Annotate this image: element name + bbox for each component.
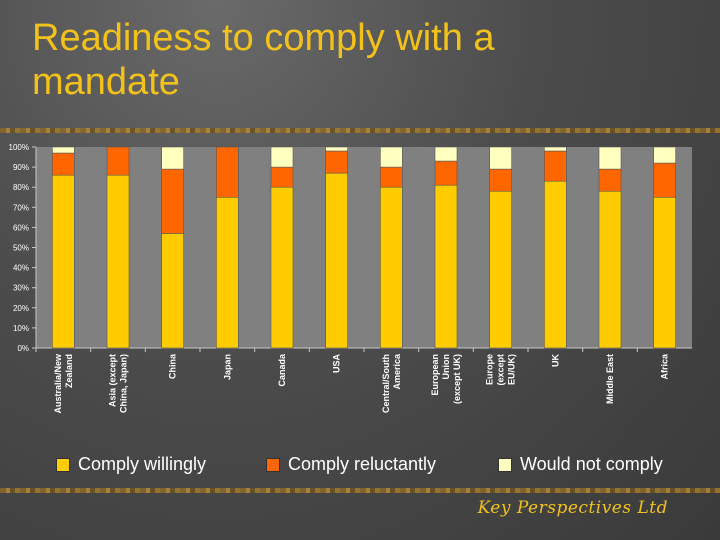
x-category-label: EuropeanUnion(except UK)	[430, 354, 462, 404]
x-category-label-line: (except	[496, 354, 506, 386]
y-tick-label: 100%	[9, 143, 29, 152]
bar-segment-comply-willingly	[52, 174, 75, 349]
x-category-label-line: (except UK)	[452, 354, 462, 404]
bar-segment-would-not-comply	[544, 146, 567, 152]
x-category-label-line: Europe	[485, 354, 495, 385]
x-category-label-line: Japan	[222, 354, 232, 380]
bar-segment-would-not-comply	[653, 146, 676, 164]
x-category-label: Central/SouthAmerica	[381, 353, 402, 413]
y-tick-label: 80%	[13, 183, 29, 192]
bar-segment-comply-willingly	[489, 190, 512, 349]
slide-title: Readiness to comply with a mandate	[32, 17, 495, 103]
x-category-label-line: Australia/New	[53, 353, 63, 414]
x-category-label: Middle East	[605, 354, 615, 404]
x-category-label: UK	[550, 354, 560, 367]
x-category-label-line: UK	[550, 354, 560, 367]
bar-segment-comply-willingly	[106, 174, 130, 349]
x-category-label-line: Middle East	[605, 354, 615, 404]
bar-segment-would-not-comply	[380, 146, 403, 168]
bar-segment-would-not-comply	[52, 146, 75, 154]
bar-segment-would-not-comply	[325, 146, 348, 152]
top-divider	[0, 128, 720, 133]
bar-segment-comply-reluctantly	[216, 146, 239, 198]
plot-background	[36, 147, 692, 348]
bar-segment-would-not-comply	[489, 146, 512, 170]
x-category-label-line: China	[168, 353, 178, 379]
x-category-label: USA	[332, 354, 342, 374]
legend-label-comply-willingly: Comply willingly	[78, 454, 207, 474]
bar-segment-would-not-comply	[434, 146, 458, 162]
legend-item-would-not-comply: Would not comply	[498, 454, 663, 475]
bar-segment-comply-reluctantly	[489, 168, 512, 192]
x-category-label: Australia/NewZealand	[53, 353, 74, 414]
bar-segment-would-not-comply	[161, 146, 184, 170]
bar-segment-comply-reluctantly	[598, 168, 622, 192]
footer-brand: Key Perspectives Ltd	[477, 498, 668, 518]
y-tick-label: 90%	[13, 163, 29, 172]
y-tick-label: 30%	[13, 284, 29, 293]
plot-area: 0% 10% 20% 30% 40% 50% 60% 70% 80% 90% 100% Austral…	[9, 143, 692, 414]
x-category-label-line: Africa	[660, 353, 670, 380]
x-category-label: Japan	[222, 354, 232, 380]
bar-segment-comply-reluctantly	[434, 160, 458, 186]
bar-segment-comply-willingly	[325, 172, 348, 349]
bar-segment-comply-reluctantly	[52, 152, 75, 176]
bar-segment-comply-reluctantly	[653, 162, 676, 198]
legend-item-comply-reluctantly: Comply reluctantly	[266, 454, 436, 475]
bar-segment-would-not-comply	[270, 146, 294, 168]
legend-swatch-comply-reluctantly	[266, 457, 280, 472]
stacked-bar-chart: 0% 10% 20% 30% 40% 50% 60% 70% 80% 90% 100% Austral…	[9, 143, 692, 414]
x-category-label-line: Asia (except	[108, 354, 118, 407]
y-tick-label: 10%	[13, 324, 29, 333]
bar-segment-comply-reluctantly	[380, 166, 403, 188]
bar-segment-comply-willingly	[544, 180, 567, 349]
bar-segment-would-not-comply	[598, 146, 622, 170]
bar-segment-comply-willingly	[653, 196, 676, 349]
y-tick-label: 60%	[13, 223, 29, 232]
legend-label-would-not-comply: Would not comply	[520, 454, 663, 474]
legend-swatch-comply-willingly	[56, 457, 70, 472]
bottom-divider	[0, 488, 720, 493]
y-tick-label: 70%	[13, 203, 29, 212]
bar-segment-comply-reluctantly	[544, 150, 567, 182]
bar-segment-comply-willingly	[161, 233, 184, 349]
legend-swatch-would-not-comply	[498, 457, 512, 472]
x-category-label-line: European	[430, 354, 440, 396]
bar-segment-comply-reluctantly	[106, 146, 130, 176]
y-tick-label: 50%	[13, 244, 29, 253]
x-category-label: Canada	[277, 353, 287, 387]
bar-segment-comply-willingly	[598, 190, 622, 349]
bar-segment-comply-willingly	[216, 196, 239, 349]
bar-segment-comply-reluctantly	[161, 168, 184, 234]
x-category-label-line: China, Japan)	[119, 354, 129, 413]
bar-segment-comply-reluctantly	[325, 150, 348, 174]
bar-segment-comply-willingly	[270, 186, 294, 349]
bar-segment-comply-reluctantly	[270, 166, 294, 188]
x-category-label-line: Canada	[277, 353, 287, 387]
x-category-label-line: USA	[332, 354, 342, 374]
y-tick-label: 20%	[13, 304, 29, 313]
x-category-label-line: EU/UK)	[507, 354, 517, 385]
x-category-label-line: Zealand	[64, 354, 74, 388]
x-category-label: Europe(exceptEU/UK)	[485, 354, 517, 386]
y-tick-label: 40%	[13, 264, 29, 273]
legend-label-comply-reluctantly: Comply reluctantly	[288, 454, 437, 474]
x-category-label-line: Union	[441, 354, 451, 380]
x-category-label: China	[168, 353, 178, 379]
x-category-label-line: America	[392, 353, 402, 390]
x-category-label: Africa	[660, 353, 670, 380]
y-tick-label: 0%	[17, 344, 29, 353]
x-category-label: Asia (exceptChina, Japan)	[108, 354, 129, 413]
chart-legend: Comply willingly Comply reluctantly Woul…	[56, 454, 716, 480]
x-category-label-line: Central/South	[381, 354, 391, 413]
bar-segment-comply-willingly	[380, 186, 403, 349]
legend-item-comply-willingly: Comply willingly	[56, 454, 206, 475]
bar-segment-comply-willingly	[434, 184, 458, 349]
